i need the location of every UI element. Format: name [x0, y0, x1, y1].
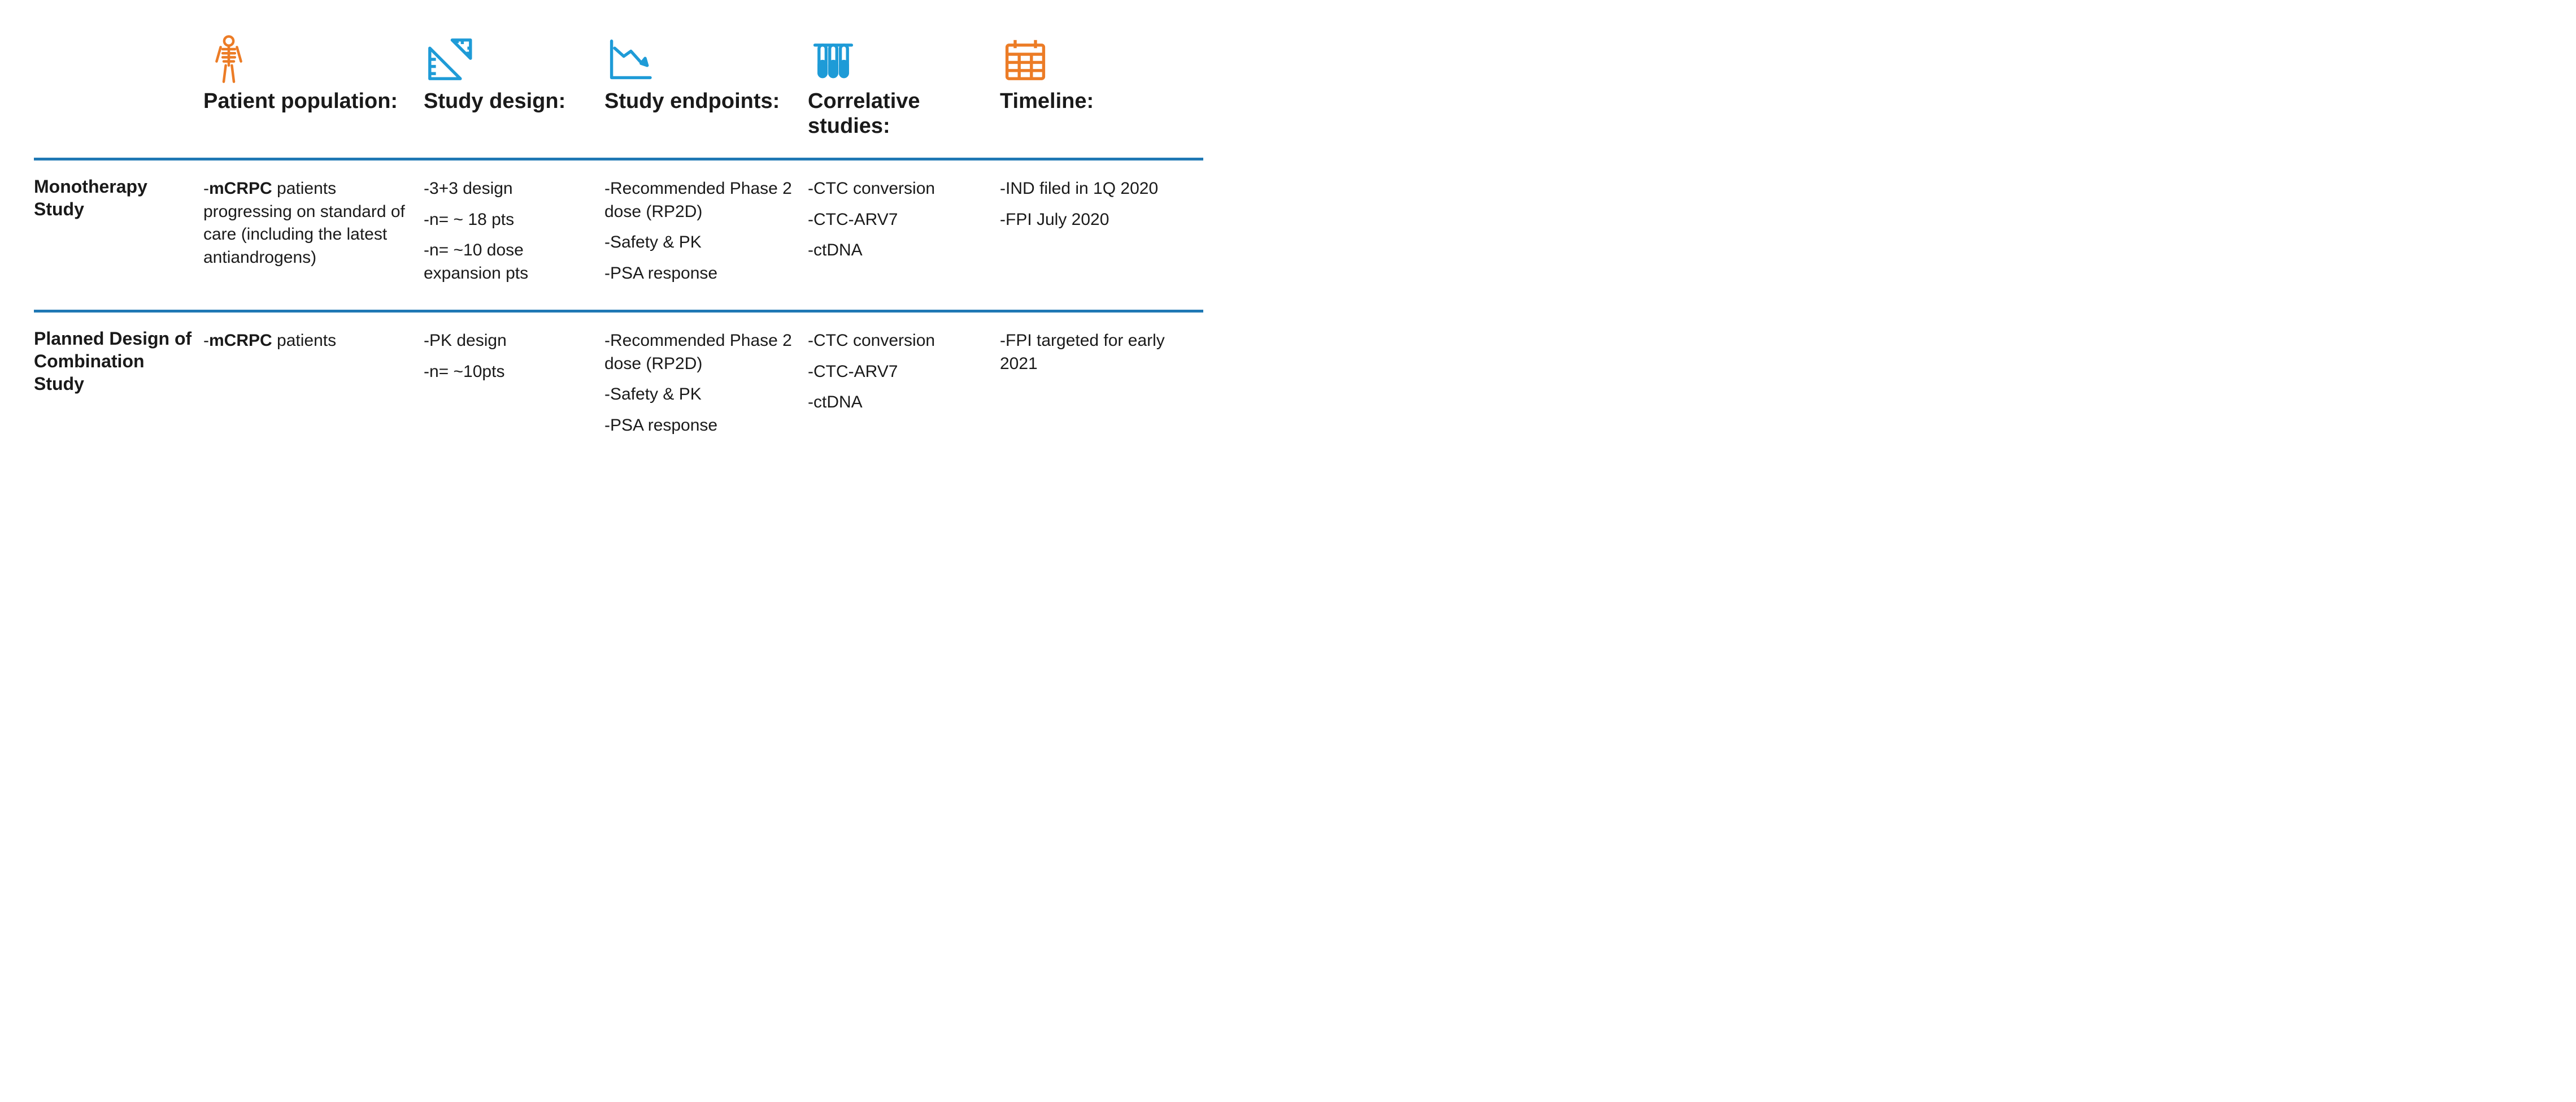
col0-title: Patient population:: [203, 85, 412, 147]
divider-mid: [34, 310, 1203, 313]
col1-icon-wrap: [424, 23, 593, 85]
col2-title: Study endpoints:: [604, 85, 797, 147]
skeleton-icon: [203, 34, 254, 85]
row1-col0: -mCRPC patients: [203, 323, 412, 452]
col0-icon-wrap: [203, 23, 412, 85]
col1-title: Study design:: [424, 85, 593, 147]
row1-label: Planned Design of Combination Study: [34, 323, 192, 452]
row1-col4: -FPI targeted for early 2021: [1000, 323, 1203, 452]
divider-top: [34, 158, 1203, 160]
header-spacer: [34, 23, 192, 85]
row0-col3: -CTC conversion-CTC-ARV7-ctDNA: [808, 171, 989, 300]
col3-icon-wrap: [808, 23, 989, 85]
row1-col2: -Recommended Phase 2 dose (RP2D)-Safety …: [604, 323, 797, 452]
row0-col2: -Recommended Phase 2 dose (RP2D)-Safety …: [604, 171, 797, 300]
row1-col1: -PK design-n= ~10pts: [424, 323, 593, 452]
header-title-spacer: [34, 85, 192, 147]
row0-col0: -mCRPC patients progressing on standard …: [203, 171, 412, 300]
col4-icon-wrap: [1000, 23, 1203, 85]
calendar-icon: [1000, 34, 1051, 85]
study-comparison-grid: Patient population: Study design: Study …: [34, 23, 2542, 452]
col2-icon-wrap: [604, 23, 797, 85]
row0-col1: -3+3 design-n= ~ 18 pts-n= ~10 dose expa…: [424, 171, 593, 300]
ruler-icon: [424, 34, 475, 85]
col3-title: Correlative studies:: [808, 85, 989, 147]
row1-col3: -CTC conversion-CTC-ARV7-ctDNA: [808, 323, 989, 452]
test-tubes-icon: [808, 34, 859, 85]
chart-down-icon: [604, 34, 655, 85]
col4-title: Timeline:: [1000, 85, 1203, 147]
row0-col4: -IND filed in 1Q 2020-FPI July 2020: [1000, 171, 1203, 300]
row0-label: Monotherapy Study: [34, 171, 192, 300]
